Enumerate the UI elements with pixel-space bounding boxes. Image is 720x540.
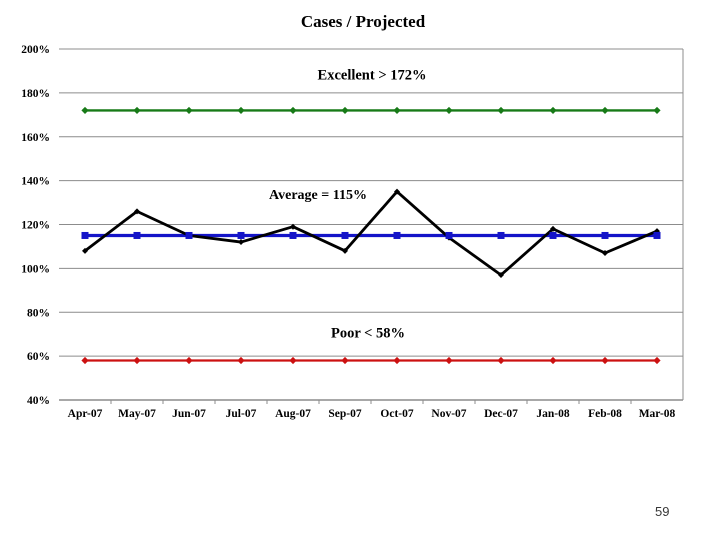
marker-excellent-threshold [133,106,141,115]
x-axis-tick-label: Jul-07 [226,408,257,420]
marker-cases-projected [550,225,556,232]
x-axis-tick-label: Nov-07 [431,408,466,420]
y-axis-tick-label: 200% [21,44,50,56]
marker-average [289,231,297,239]
marker-excellent-threshold [237,106,245,115]
marker-average [133,231,141,239]
x-axis-tick-label: Jan-08 [536,408,569,420]
marker-average [549,231,557,239]
marker-excellent-threshold [341,106,349,115]
marker-cases-projected [290,223,296,230]
marker-poor-threshold [81,356,89,365]
y-axis-tick-label: 140% [21,176,50,188]
marker-average [653,231,661,239]
y-axis-tick-label: 100% [21,263,50,275]
marker-average [81,231,89,239]
plot-area: 200% 180% 160% 140% 120% 100% 80% 60% 40% Apr-07 M… [21,44,684,420]
marker-excellent-threshold [81,106,89,115]
y-axis-tick-label: 180% [21,88,50,100]
marker-average [445,231,453,239]
annotation-excellent-threshold: Excellent > 172% [317,67,427,84]
marker-excellent-threshold [601,106,609,115]
x-axis-tick-label: Dec-07 [484,408,518,420]
x-axis-tick-label: May-07 [118,408,156,420]
marker-excellent-threshold [185,106,193,115]
x-axis-tick-label: Mar-08 [639,408,676,420]
marker-average [393,231,401,239]
marker-poor-threshold [185,356,193,365]
series-line-cases-projected [84,190,658,277]
marker-excellent-threshold [289,106,297,115]
marker-poor-threshold [237,356,245,365]
annotation-average: Average = 115% [269,188,367,203]
marker-poor-threshold [549,356,557,365]
marker-excellent-threshold [393,106,401,115]
marker-excellent-threshold [549,106,557,115]
annotation-poor-threshold: Poor < 58% [330,325,406,342]
page-number: 59 [655,504,670,519]
marker-excellent-threshold [653,106,661,115]
marker-average [497,231,505,239]
x-axis-tick-label: Aug-07 [275,408,311,420]
marker-poor-threshold [341,356,349,365]
marker-excellent-threshold [497,106,505,115]
marker-cases-projected [238,239,244,246]
x-axis-tick-label: Sep-07 [328,408,361,420]
y-axis-tick-label: 80% [27,307,50,319]
chart-title: Cases / Projected [300,12,426,31]
marker-poor-threshold [393,356,401,365]
marker-poor-threshold [497,356,505,365]
marker-cases-projected [134,208,140,215]
marker-cases-projected [602,250,608,257]
y-axis-tick-label: 60% [27,351,50,363]
x-axis-tick-label: Apr-07 [68,408,103,420]
marker-poor-threshold [289,356,297,365]
marker-average [185,231,193,239]
x-axis-tick-label: Jun-07 [172,408,206,420]
marker-average [601,231,609,239]
marker-poor-threshold [653,356,661,365]
marker-average [341,231,349,239]
marker-poor-threshold [445,356,453,365]
y-axis-tick-label: 40% [27,395,50,407]
marker-cases-projected [498,271,504,278]
marker-cases-projected [82,247,88,254]
marker-excellent-threshold [445,106,453,115]
marker-average [237,231,245,239]
y-axis-tick-label: 160% [21,132,50,144]
marker-poor-threshold [133,356,141,365]
marker-poor-threshold [601,356,609,365]
x-axis-tick-label: Feb-08 [588,408,622,420]
x-axis-tick-label: Oct-07 [380,408,413,420]
marker-cases-projected [394,188,400,195]
marker-cases-projected [342,247,348,254]
y-axis-tick-label: 120% [21,220,50,232]
